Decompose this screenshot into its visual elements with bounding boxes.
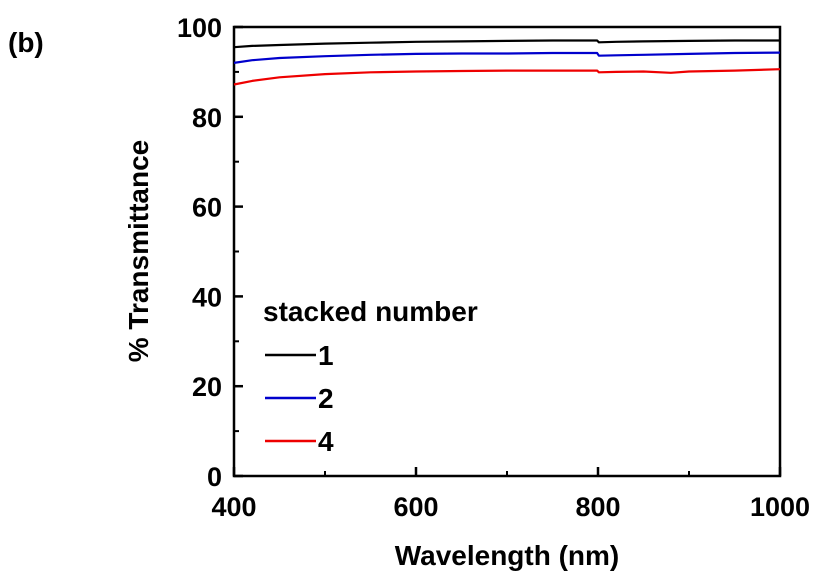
y-tick-label: 100 xyxy=(177,13,222,43)
x-tick-label: 600 xyxy=(393,492,438,522)
y-tick-label: 80 xyxy=(192,103,222,133)
x-tick-label: 1000 xyxy=(750,492,810,522)
y-tick-label: 40 xyxy=(192,282,222,312)
y-axis-ticks: 0 20 40 60 80 100 xyxy=(177,13,243,492)
x-tick-label: 800 xyxy=(575,492,620,522)
y-axis-label: % Transmittance xyxy=(123,140,154,363)
plot-frame xyxy=(232,25,782,478)
legend-title: stacked number xyxy=(263,296,478,327)
legend-label-1: 1 xyxy=(318,340,334,371)
y-tick-label: 60 xyxy=(192,193,222,223)
series-line-1 xyxy=(233,39,780,49)
x-axis-ticks: 400 600 800 1000 xyxy=(211,467,810,522)
legend-label-4: 4 xyxy=(318,426,334,457)
x-tick-label: 400 xyxy=(211,492,256,522)
x-axis-label: Wavelength (nm) xyxy=(395,540,620,571)
y-tick-label: 0 xyxy=(207,462,222,492)
y-tick-label: 20 xyxy=(192,372,222,402)
series-line-2 xyxy=(233,51,781,64)
series-line-4 xyxy=(233,68,781,86)
panel-label: (b) xyxy=(8,27,44,58)
legend-items: 1 2 4 xyxy=(265,340,334,457)
legend-label-2: 2 xyxy=(318,383,334,414)
data-series-lines xyxy=(233,39,781,86)
legend: stacked number 1 2 4 xyxy=(263,296,478,457)
